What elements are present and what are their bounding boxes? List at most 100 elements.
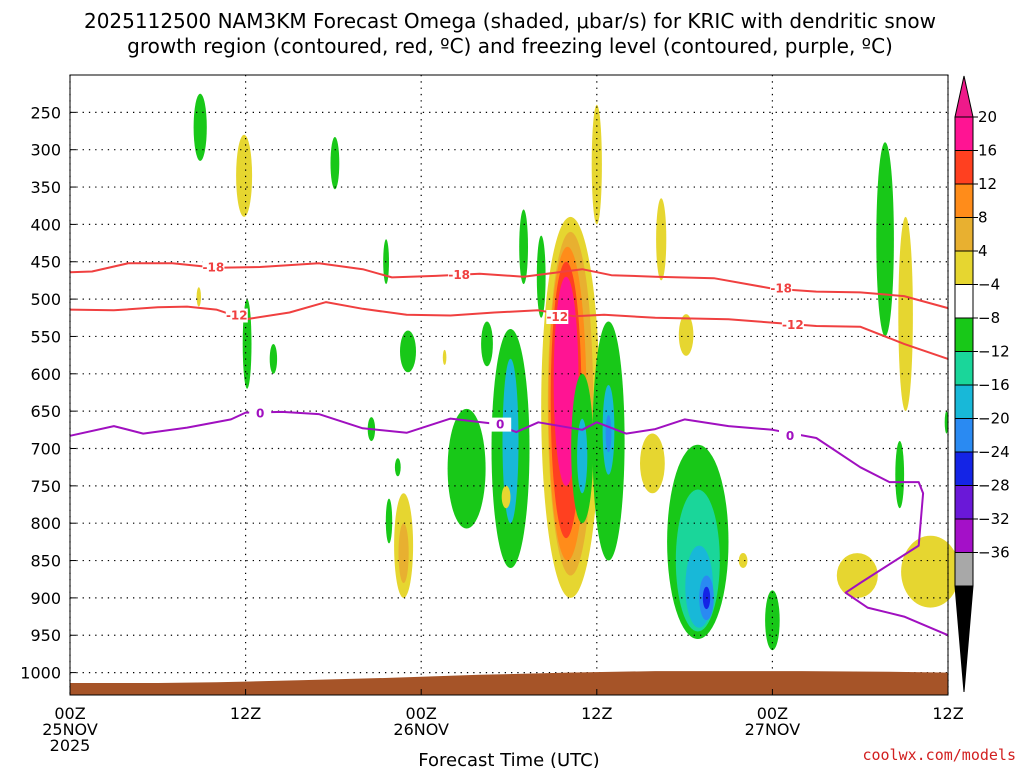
y-tick-label-600: 600 [30, 365, 61, 384]
x-tick-label-36: 12Z [581, 704, 612, 723]
y-axis: 250 300 350 400 450 500 550 600 650 700 750 800 850 9… [20, 103, 76, 683]
x-axis-label: Forecast Time (UTC) [418, 750, 599, 768]
omega-region-46 [895, 441, 905, 509]
omega-region-12 [398, 523, 409, 583]
contour-label-bg-0-0 [249, 406, 272, 421]
y-tick-label-350: 350 [30, 178, 61, 197]
omega-region-20 [536, 235, 546, 318]
omega-region-1 [236, 134, 253, 217]
colorbar-segment-8 [954, 384, 974, 419]
colorbar-label-5: −4 [978, 276, 1000, 294]
contour-label--18-1: -18 [448, 268, 470, 282]
omega-region-13 [442, 349, 447, 365]
colorbar-segment-9 [954, 418, 974, 453]
colorbar-label-1: 16 [978, 142, 997, 160]
terrain-area [70, 671, 948, 695]
contour-label-0-1: 0 [496, 418, 504, 432]
omega-region-32 [640, 433, 665, 494]
colorbar-bottom-arrow [954, 585, 974, 693]
omega-region-41 [738, 553, 748, 568]
omega-region-31 [605, 414, 612, 453]
omega-region-14 [447, 408, 486, 529]
x-tick-label-48: 00Z [757, 704, 788, 723]
omega-region-42 [765, 590, 780, 651]
omega-region-6 [269, 344, 278, 374]
grid-lines [69, 75, 949, 695]
colorbar-segment-5 [954, 284, 974, 319]
y-tick-label-900: 900 [30, 589, 61, 608]
colorbar-top-arrow [954, 75, 974, 118]
omega-region-47 [901, 535, 960, 608]
omega-region-28 [591, 104, 602, 225]
contour-label--12-1: -12 [546, 310, 568, 324]
omega-region-44 [876, 142, 894, 337]
chart-title-line1: 2025112500 NAM3KM Forecast Omega (shaded… [84, 9, 936, 33]
contour-label-bg-0-1 [489, 417, 512, 432]
contour-label-bg--12-1 [546, 310, 569, 324]
x-tick-label-60: 12Z [932, 704, 963, 723]
contour-label-bg--12-0 [225, 308, 248, 323]
terrain-fill [70, 671, 948, 695]
credit-text: coolwx.com/models [862, 746, 1016, 764]
colorbar-label-7: −12 [978, 343, 1010, 361]
y-tick-label-800: 800 [30, 514, 61, 533]
plot-frame [69, 74, 949, 696]
contour-label-0-0: 0 [256, 406, 264, 420]
contour-label--12-2: -12 [782, 318, 804, 332]
contour-label--18-0: -18 [203, 261, 225, 275]
x-date-label-24: 26NOV [393, 720, 449, 739]
colorbar-label-12: −32 [978, 510, 1010, 528]
omega-region-0 [193, 93, 207, 161]
colorbar-segment-3 [954, 217, 974, 252]
omega-region-2 [330, 137, 340, 190]
omega-region-9 [394, 458, 401, 477]
omega-region-19 [519, 209, 528, 285]
y-tick-label-250: 250 [30, 103, 61, 122]
y-tick-label-950: 950 [30, 626, 61, 645]
omega-shading [193, 93, 960, 651]
x-tick-label-24: 00Z [406, 704, 437, 723]
y-tick-label-750: 750 [30, 477, 61, 496]
colorbar-segment-6 [954, 317, 974, 352]
contour-label-bg--18-2 [770, 281, 793, 296]
omega-region-34 [656, 198, 667, 281]
colorbar-segment-0 [954, 116, 974, 151]
omega-region-43 [836, 553, 878, 598]
contour-label-0-2: 0 [786, 429, 794, 443]
contour-label-bg--18-0 [202, 260, 225, 275]
y-tick-label-450: 450 [30, 253, 61, 272]
colorbar-segment-13 [954, 552, 974, 587]
omega-region-35 [678, 314, 694, 356]
colorbar-segment-2 [954, 183, 974, 218]
contour-lines: -18 -18 -18 -12 -12 -12 0 0 0 [69, 260, 949, 637]
omega-region-45 [898, 216, 913, 412]
colorbar-label-8: −16 [978, 376, 1010, 394]
x-year-label-0: 2025 [50, 736, 91, 755]
omega-region-7 [400, 330, 416, 373]
x-tick-label-0: 00Z [54, 704, 85, 723]
colorbar-label-11: −28 [978, 477, 1010, 495]
x-date-label-0: 25NOV [42, 720, 98, 739]
omega-region-3 [196, 287, 201, 307]
colorbar-segment-7 [954, 351, 974, 386]
colorbar-label-10: −24 [978, 443, 1010, 461]
colorbar-label-13: −36 [978, 544, 1010, 562]
y-tick-label-650: 650 [30, 402, 61, 421]
colorbar-label-0: 20 [978, 108, 997, 126]
colorbar-label-3: 8 [978, 209, 988, 227]
colorbar-segment-11 [954, 485, 974, 520]
omega-region-27 [577, 418, 588, 494]
colorbar-label-2: 12 [978, 175, 997, 193]
y-tick-label-300: 300 [30, 141, 61, 160]
contour-line--18 [69, 262, 949, 310]
chart-title-line2: growth region (contoured, red, ºC) and f… [127, 34, 893, 58]
x-tick-label-12: 12Z [230, 704, 261, 723]
omega-region-10 [385, 498, 393, 544]
contour-label-bg--12-2 [781, 318, 804, 333]
colorbar-label-4: 4 [978, 242, 988, 260]
omega-region-18 [501, 485, 511, 509]
colorbar-label-6: −8 [978, 309, 1000, 327]
y-tick-label-850: 850 [30, 552, 61, 571]
